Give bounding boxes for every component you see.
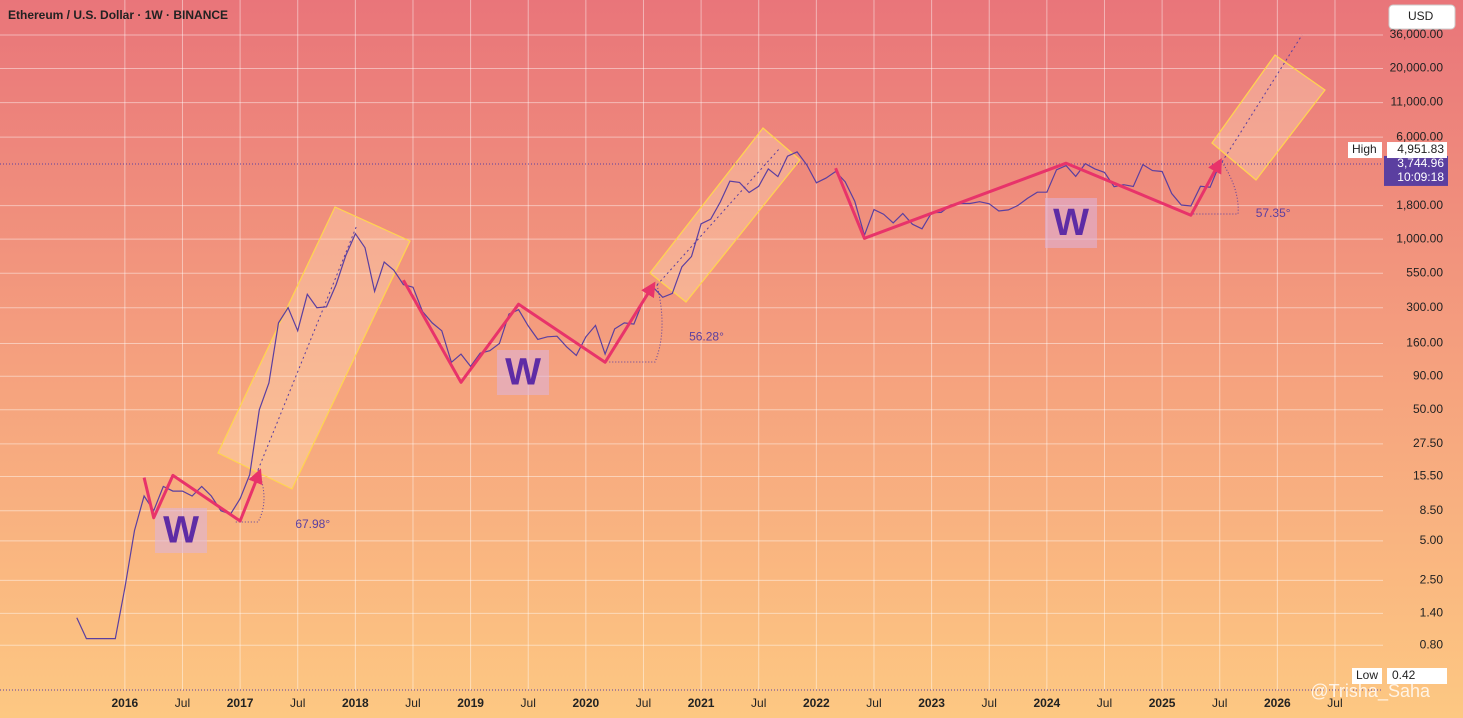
currency-button[interactable]: USD xyxy=(1408,9,1434,23)
y-tick-label: 11,000.00 xyxy=(1391,95,1444,109)
y-tick-label: 8.50 xyxy=(1420,503,1444,517)
y-tick-label: 20,000.00 xyxy=(1390,61,1444,75)
high-tag-bg xyxy=(1348,142,1382,159)
x-tick-label: 2020 xyxy=(573,696,600,710)
angle-label: 56.28° xyxy=(689,329,724,343)
currency-button-bg[interactable] xyxy=(1388,4,1456,30)
angle-label: 67.98° xyxy=(295,517,330,531)
w-pattern xyxy=(142,468,263,523)
y-tick-label: 160.00 xyxy=(1406,336,1443,350)
y-tick-label: 5.00 xyxy=(1420,533,1444,547)
low-tag-bg xyxy=(1352,668,1382,685)
channel-midline xyxy=(257,224,358,471)
w-box xyxy=(497,350,549,395)
x-tick-label: Jul xyxy=(751,696,766,710)
y-tick-label: 550.00 xyxy=(1406,265,1443,279)
y-tick-label: 300.00 xyxy=(1406,300,1443,314)
pattern-labels xyxy=(155,198,1097,553)
y-tick-label: 36,000.00 xyxy=(1390,27,1444,41)
x-tick-label: Jul xyxy=(1212,696,1227,710)
w-pattern xyxy=(402,279,656,384)
low-price: 0.42 xyxy=(1392,668,1416,682)
x-tick-label: Jul xyxy=(175,696,190,710)
y-tick-label: 15.50 xyxy=(1413,469,1443,483)
angle-label: 57.35° xyxy=(1256,206,1291,220)
angle-arc xyxy=(1188,161,1239,215)
x-tick-label: 2019 xyxy=(457,696,484,710)
grid xyxy=(0,0,1383,690)
x-tick-label: 2024 xyxy=(1034,696,1061,710)
x-tick-label: Jul xyxy=(982,696,997,710)
x-tick-label: Jul xyxy=(290,696,305,710)
x-tick-label: 2026 xyxy=(1264,696,1291,710)
countdown: 10:09:18 xyxy=(1397,170,1444,184)
channel xyxy=(217,206,411,490)
x-tick-label: 2023 xyxy=(918,696,945,710)
x-tick-label: Jul xyxy=(866,696,881,710)
x-tick-label: 2022 xyxy=(803,696,830,710)
low-price-bg xyxy=(1387,668,1447,685)
x-tick-label: Jul xyxy=(636,696,651,710)
w-box xyxy=(155,508,207,553)
x-tick-label: Jul xyxy=(1327,696,1342,710)
channel xyxy=(1211,54,1326,181)
x-tick-label: 2025 xyxy=(1149,696,1176,710)
y-tick-label: 50.00 xyxy=(1413,402,1443,416)
channels xyxy=(217,34,1326,523)
channel-midline xyxy=(656,147,781,286)
y-tick-label: 27.50 xyxy=(1413,436,1443,450)
angle-arc xyxy=(608,284,663,363)
y-tick-label: 6,000.00 xyxy=(1396,129,1443,143)
y-tick-label: 1,000.00 xyxy=(1396,231,1443,245)
high-price-bg xyxy=(1387,142,1447,159)
w-box xyxy=(1045,198,1097,248)
low-tag: Low xyxy=(1356,668,1378,682)
w-label: W xyxy=(163,510,199,552)
x-tick-label: 2016 xyxy=(112,696,139,710)
w-pattern xyxy=(834,157,1222,240)
y-tick-label: 2.50 xyxy=(1420,573,1444,587)
w-label: W xyxy=(505,352,541,394)
y-tick-label: 90.00 xyxy=(1413,368,1443,382)
x-tick-label: Jul xyxy=(405,696,420,710)
channel-midline xyxy=(1221,34,1303,163)
y-tick-label: 1,800.00 xyxy=(1396,198,1443,212)
last-price-bg xyxy=(1384,155,1448,186)
y-tick-label: 1.40 xyxy=(1420,606,1444,620)
channel xyxy=(649,127,801,303)
last-price: 3,744.96 xyxy=(1397,156,1444,170)
x-tick-label: 2018 xyxy=(342,696,369,710)
watermark: @Trisha_Saha xyxy=(1310,681,1431,702)
x-tick-label: 2021 xyxy=(688,696,715,710)
chart-title: Ethereum / U.S. Dollar · 1W · BINANCE xyxy=(8,8,228,22)
high-price: 4,951.83 xyxy=(1397,142,1444,156)
w-label: W xyxy=(1053,202,1089,244)
high-tag: High xyxy=(1352,142,1377,156)
x-tick-label: Jul xyxy=(521,696,536,710)
y-tick-label: 0.80 xyxy=(1420,637,1444,651)
x-tick-label: 2017 xyxy=(227,696,254,710)
x-tick-label: Jul xyxy=(1097,696,1112,710)
